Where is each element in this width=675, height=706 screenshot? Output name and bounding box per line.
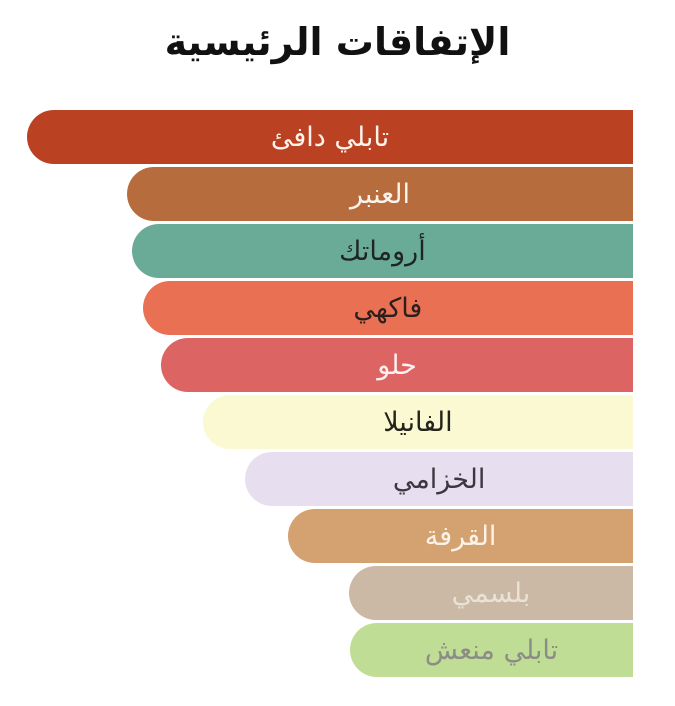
accord-bar-warm-spicy: تابلي دافئ bbox=[27, 110, 633, 164]
accord-bar-fresh-spicy: تابلي منعش bbox=[350, 623, 633, 677]
accord-bar-balsamic: بلسمي bbox=[348, 566, 633, 620]
accord-bar-vanilla: الفانيلا bbox=[202, 395, 633, 449]
accord-bar-aromatic: أروماتك bbox=[131, 224, 633, 278]
accord-bar-fruity: فاكهي bbox=[142, 281, 633, 335]
chart-title: الإتفاقات الرئيسية bbox=[164, 20, 511, 64]
accord-bar-cinnamon: القرفة bbox=[288, 509, 633, 563]
accord-bars-container: تابلي دافئ العنبر أروماتك فاكهي حلو الفا… bbox=[27, 110, 633, 680]
accord-bar-lavender: الخزامي bbox=[245, 452, 633, 506]
accord-bar-sweet: حلو bbox=[160, 338, 633, 392]
accord-bar-amber: العنبر bbox=[127, 167, 633, 221]
